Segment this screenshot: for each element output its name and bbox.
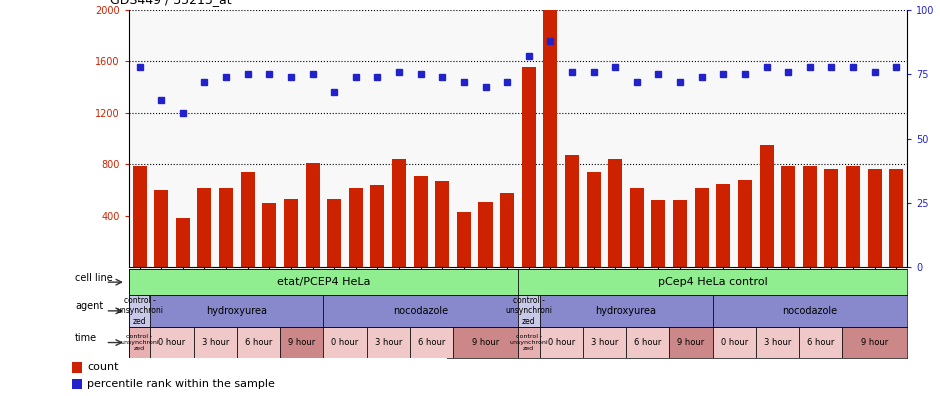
Bar [241,172,255,267]
Bar [626,327,669,358]
Bar [799,327,842,358]
Text: 9 hour: 9 hour [472,338,499,347]
Text: 0 hour: 0 hour [332,338,358,347]
Bar [367,327,410,358]
Text: count: count [87,362,119,373]
Bar [129,269,518,295]
Text: 3 hour: 3 hour [763,338,791,347]
Bar [695,187,709,267]
Text: 3 hour: 3 hour [201,338,229,347]
Bar [129,327,150,358]
Bar [716,184,730,267]
Bar [518,295,540,327]
Bar [565,155,579,267]
Bar [673,200,687,267]
Bar [608,159,622,267]
Bar [500,192,514,267]
Bar [262,203,276,267]
Bar [323,327,367,358]
Bar [760,145,774,267]
Bar [150,327,194,358]
Text: time: time [75,333,97,343]
Bar [868,169,882,267]
Bar [846,166,860,267]
Bar [435,181,449,267]
Text: nocodazole: nocodazole [782,306,838,316]
Bar [370,185,384,267]
Bar [284,199,298,267]
Bar [478,202,493,267]
Bar [306,163,320,267]
Bar [543,10,557,267]
Text: control -
unsynchroni
zed: control - unsynchroni zed [117,296,164,326]
Text: 0 hour: 0 hour [548,338,574,347]
Text: percentile rank within the sample: percentile rank within the sample [87,379,275,389]
Bar [713,327,756,358]
Bar [842,327,907,358]
Text: control -
unsynchroni
zed: control - unsynchroni zed [506,296,553,326]
Bar [133,166,147,267]
Bar [756,327,799,358]
Text: nocodazole: nocodazole [393,306,448,316]
Bar [587,172,601,267]
Bar [237,327,280,358]
Text: pCep4 HeLa control: pCep4 HeLa control [658,277,767,287]
Bar [518,269,907,295]
Text: 6 hour: 6 hour [807,338,835,347]
Bar [518,327,540,358]
Bar [327,199,341,267]
Bar [349,187,363,267]
Text: GDS449 / 35213_at: GDS449 / 35213_at [110,0,231,6]
Bar [154,190,168,267]
Text: hydroxyurea: hydroxyurea [207,306,267,316]
Bar [540,327,583,358]
Text: 9 hour: 9 hour [289,338,315,347]
Bar [176,219,190,267]
Text: 9 hour: 9 hour [678,338,704,347]
Text: 0 hour: 0 hour [159,338,185,347]
Text: 9 hour: 9 hour [861,338,888,347]
Bar [522,67,536,267]
Text: control -
unsynchroni
zed: control - unsynchroni zed [509,334,548,351]
Bar [803,166,817,267]
Text: 3 hour: 3 hour [374,338,402,347]
Text: hydroxyurea: hydroxyurea [596,306,656,316]
Bar [738,180,752,267]
Text: control -
unsynchroni
zed: control - unsynchroni zed [120,334,159,351]
Text: etat/PCEP4 HeLa: etat/PCEP4 HeLa [276,277,370,287]
Bar [197,187,212,267]
Bar [457,212,471,267]
Bar [72,379,82,389]
Bar [453,327,518,358]
Bar [583,327,626,358]
Bar [392,159,406,267]
Bar [713,295,907,327]
Text: cell line: cell line [75,273,113,283]
Bar [414,176,428,267]
Bar [824,169,838,267]
Bar [194,327,237,358]
Text: 3 hour: 3 hour [590,338,619,347]
Bar [889,169,903,267]
Bar [129,295,150,327]
Bar [781,166,795,267]
Text: agent: agent [75,301,103,311]
Text: 0 hour: 0 hour [721,338,747,347]
Bar [280,327,323,358]
Bar [669,327,713,358]
Bar [651,200,666,267]
Text: 6 hour: 6 hour [634,338,662,347]
Bar [323,295,518,327]
Bar [630,187,644,267]
Bar [150,295,323,327]
Text: 6 hour: 6 hour [417,338,446,347]
Bar [219,187,233,267]
Bar [540,295,713,327]
Bar [410,327,453,358]
Text: 6 hour: 6 hour [244,338,273,347]
Bar [72,362,82,373]
